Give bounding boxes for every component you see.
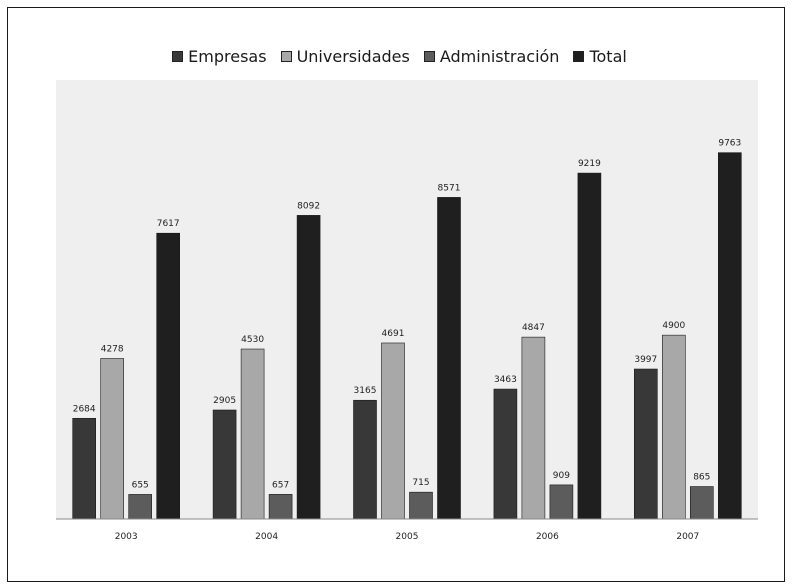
value-label-administracion-2004: 657 (272, 480, 289, 490)
legend: Empresas Universidades Administración To… (0, 44, 799, 68)
bar-empresas-2003 (72, 417, 96, 520)
bars-group (72, 152, 742, 520)
legend-swatch-empresas (172, 50, 184, 62)
value-label-total-2004: 8092 (297, 201, 320, 211)
value-label-total-2005: 8571 (438, 183, 461, 193)
bar-empresas-2005 (353, 399, 377, 520)
bar-universidades-2004 (240, 348, 265, 520)
bar-empresas-2007 (633, 368, 658, 520)
value-label-universidades-2007: 4900 (662, 321, 685, 331)
bar-administracion-2006 (549, 484, 574, 520)
value-label-empresas-2006: 3463 (494, 375, 517, 385)
legend-label-empresas: Empresas (188, 46, 267, 66)
value-label-empresas-2007: 3997 (634, 355, 657, 365)
legend-item-universidades: Universidades (280, 46, 410, 66)
legend-label-total: Total (589, 46, 627, 66)
value-labels-group: 2684 4278 655 7617 2905 4530 657 8092 3165 4691 71… (73, 139, 742, 491)
bar-administracion-2004 (268, 494, 293, 520)
bar-universidades-2006 (521, 336, 546, 520)
value-label-administracion-2006: 909 (553, 471, 570, 481)
bar-universidades-2003 (100, 358, 124, 520)
value-label-total-2007: 9763 (718, 139, 741, 149)
legend-swatch-administracion (423, 50, 435, 62)
value-label-universidades-2005: 4691 (382, 329, 405, 339)
value-label-empresas-2003: 2684 (73, 404, 96, 414)
bar-administracion-2007 (689, 486, 714, 520)
x-tick-label-2007: 2007 (676, 532, 699, 542)
legend-item-administracion: Administración (423, 46, 560, 66)
x-tick-label-2006: 2006 (536, 532, 559, 542)
value-label-universidades-2003: 4278 (101, 344, 124, 354)
legend-label-universidades: Universidades (296, 46, 410, 66)
legend-label-administracion: Administración (439, 46, 560, 66)
value-label-universidades-2006: 4847 (522, 323, 545, 333)
bar-total-2005 (437, 197, 461, 520)
bar-administracion-2003 (128, 494, 152, 520)
bar-universidades-2007 (661, 334, 686, 520)
x-tick-label-2003: 2003 (115, 532, 138, 542)
bar-empresas-2004 (212, 409, 237, 520)
x-tick-labels-group: 2003 2004 2005 2006 2007 (115, 532, 700, 542)
value-label-empresas-2005: 3165 (354, 386, 377, 396)
bar-total-2007 (717, 152, 742, 520)
value-label-administracion-2007: 865 (693, 473, 710, 483)
x-tick-label-2004: 2004 (255, 532, 278, 542)
bar-total-2004 (296, 215, 321, 520)
bar-administracion-2005 (409, 491, 433, 520)
legend-swatch-total (573, 50, 585, 62)
value-label-administracion-2003: 655 (132, 480, 149, 490)
bar-total-2006 (577, 172, 602, 520)
value-label-total-2006: 9219 (578, 159, 601, 169)
bar-empresas-2006 (493, 388, 518, 520)
value-label-total-2003: 7617 (157, 219, 180, 229)
legend-swatch-universidades (280, 50, 292, 62)
value-label-universidades-2004: 4530 (241, 335, 264, 345)
x-tick-label-2005: 2005 (396, 532, 419, 542)
bar-total-2003 (156, 232, 180, 520)
value-label-administracion-2005: 715 (412, 478, 429, 488)
legend-item-total: Total (573, 46, 627, 66)
value-label-empresas-2004: 2905 (213, 396, 236, 406)
legend-item-empresas: Empresas (172, 46, 267, 66)
bar-universidades-2005 (381, 342, 405, 520)
